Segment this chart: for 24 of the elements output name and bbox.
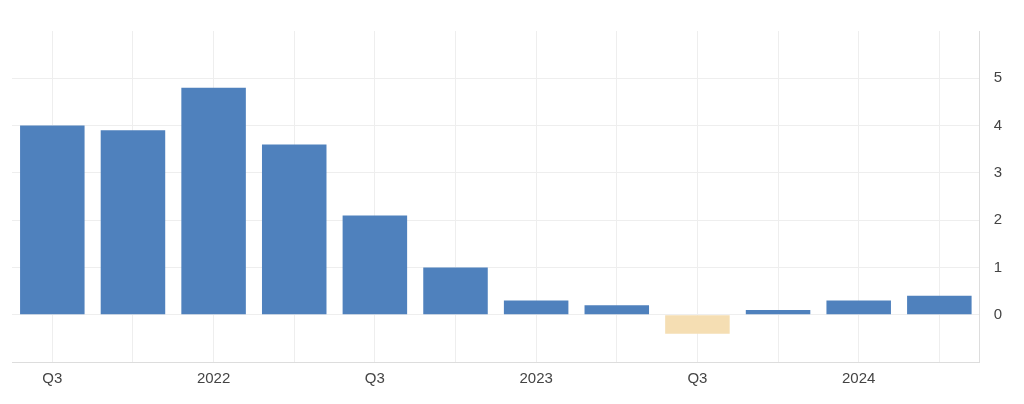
bar (20, 125, 85, 315)
y-tick-label: 3 (993, 163, 1002, 180)
y-tick-label: 5 (993, 68, 1002, 86)
x-tick-label: Q3 (364, 369, 385, 387)
y-tick-label: 4 (993, 115, 1002, 133)
bar (826, 300, 891, 315)
bar (745, 309, 811, 315)
x-tick-label: Q3 (42, 369, 63, 387)
bar (665, 315, 730, 334)
bar (100, 130, 166, 315)
bar (907, 295, 972, 315)
bar (503, 300, 569, 315)
bar (181, 87, 246, 315)
x-tick-label: 2023 (519, 369, 553, 387)
x-tick-label: Q3 (687, 369, 708, 387)
bar (584, 305, 650, 315)
bar (342, 215, 408, 315)
bar (261, 144, 327, 315)
bar (423, 267, 488, 315)
x-tick-label: 2024 (842, 369, 876, 387)
y-tick-label: 2 (993, 210, 1002, 228)
y-tick-label: 0 (993, 304, 1002, 322)
x-tick-label: 2022 (196, 369, 231, 387)
y-tick-label: 1 (993, 257, 1002, 275)
